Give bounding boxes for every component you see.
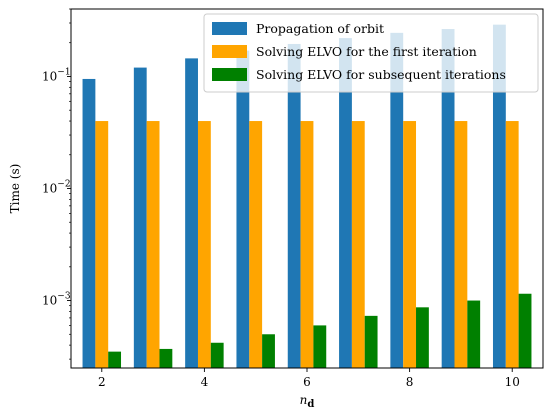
- bar-series2-x7: [351, 121, 365, 368]
- bar-series2-x10: [505, 121, 519, 368]
- x-tick-label-8: 8: [406, 375, 414, 389]
- bar-series3-x9: [467, 300, 481, 368]
- legend-swatch-1: [212, 22, 247, 35]
- y-tick-label-1: 10−3: [42, 292, 71, 308]
- bar-series1-x6: [287, 43, 301, 369]
- bar-series1-x9: [441, 29, 455, 369]
- y-tick-label-3: 10−1: [42, 67, 71, 83]
- bar-series2-x9: [454, 121, 468, 368]
- bar-series1-x4: [185, 58, 198, 369]
- bar-series3-x5: [262, 334, 275, 368]
- bar-series2-x3: [146, 121, 160, 368]
- y-tick-exponent-3: −1: [57, 67, 70, 77]
- x-tick-label-4: 4: [201, 375, 209, 389]
- bar-series1-x8: [390, 32, 404, 368]
- bar-series3-x8: [416, 307, 429, 368]
- bar-series2-x6: [300, 121, 314, 368]
- y-axis-label: Time (s): [8, 164, 22, 214]
- x-axis-label-subscript: d: [307, 399, 314, 410]
- legend-swatch-3: [212, 68, 247, 81]
- bar-series1-x10: [492, 24, 506, 368]
- legend-swatch-2: [212, 45, 247, 58]
- bar-series2-x5: [249, 121, 263, 368]
- legend-box: [203, 13, 539, 93]
- bar-series3-x6: [313, 325, 327, 368]
- legend: Propagation of orbit Solving ELVO for the…: [203, 13, 539, 93]
- y-tick-exponent-2: −2: [57, 180, 70, 190]
- bar-series3-x4: [210, 342, 224, 368]
- bar-series1-x2: [82, 78, 96, 369]
- bar-series1-x5: [236, 50, 250, 369]
- x-axis-label: nd: [300, 393, 315, 410]
- legend-label-3: Solving ELVO for subsequent iterations: [256, 67, 506, 82]
- x-tick-label-10: 10: [505, 375, 520, 389]
- bar-series3-x3: [159, 348, 173, 368]
- y-tick-label-2: 10−2: [42, 180, 71, 196]
- x-tick-label-2: 2: [98, 375, 106, 389]
- bars-layer: [82, 24, 532, 369]
- legend-label-2: Solving ELVO for the first iteration: [256, 44, 477, 59]
- bar-series3-x7: [364, 315, 378, 368]
- bar-series2-x8: [403, 121, 417, 368]
- x-tick-label-6: 6: [303, 375, 311, 389]
- legend-label-1: Propagation of orbit: [256, 21, 384, 36]
- bar-series2-x2: [95, 121, 109, 368]
- bar-series3-x2: [108, 351, 122, 368]
- bar-series2-x4: [197, 121, 211, 368]
- bar-series3-x10: [518, 293, 532, 368]
- y-tick-exponent-1: −3: [57, 292, 71, 302]
- bar-series1-x7: [339, 38, 352, 368]
- bar-series1-x3: [133, 67, 147, 369]
